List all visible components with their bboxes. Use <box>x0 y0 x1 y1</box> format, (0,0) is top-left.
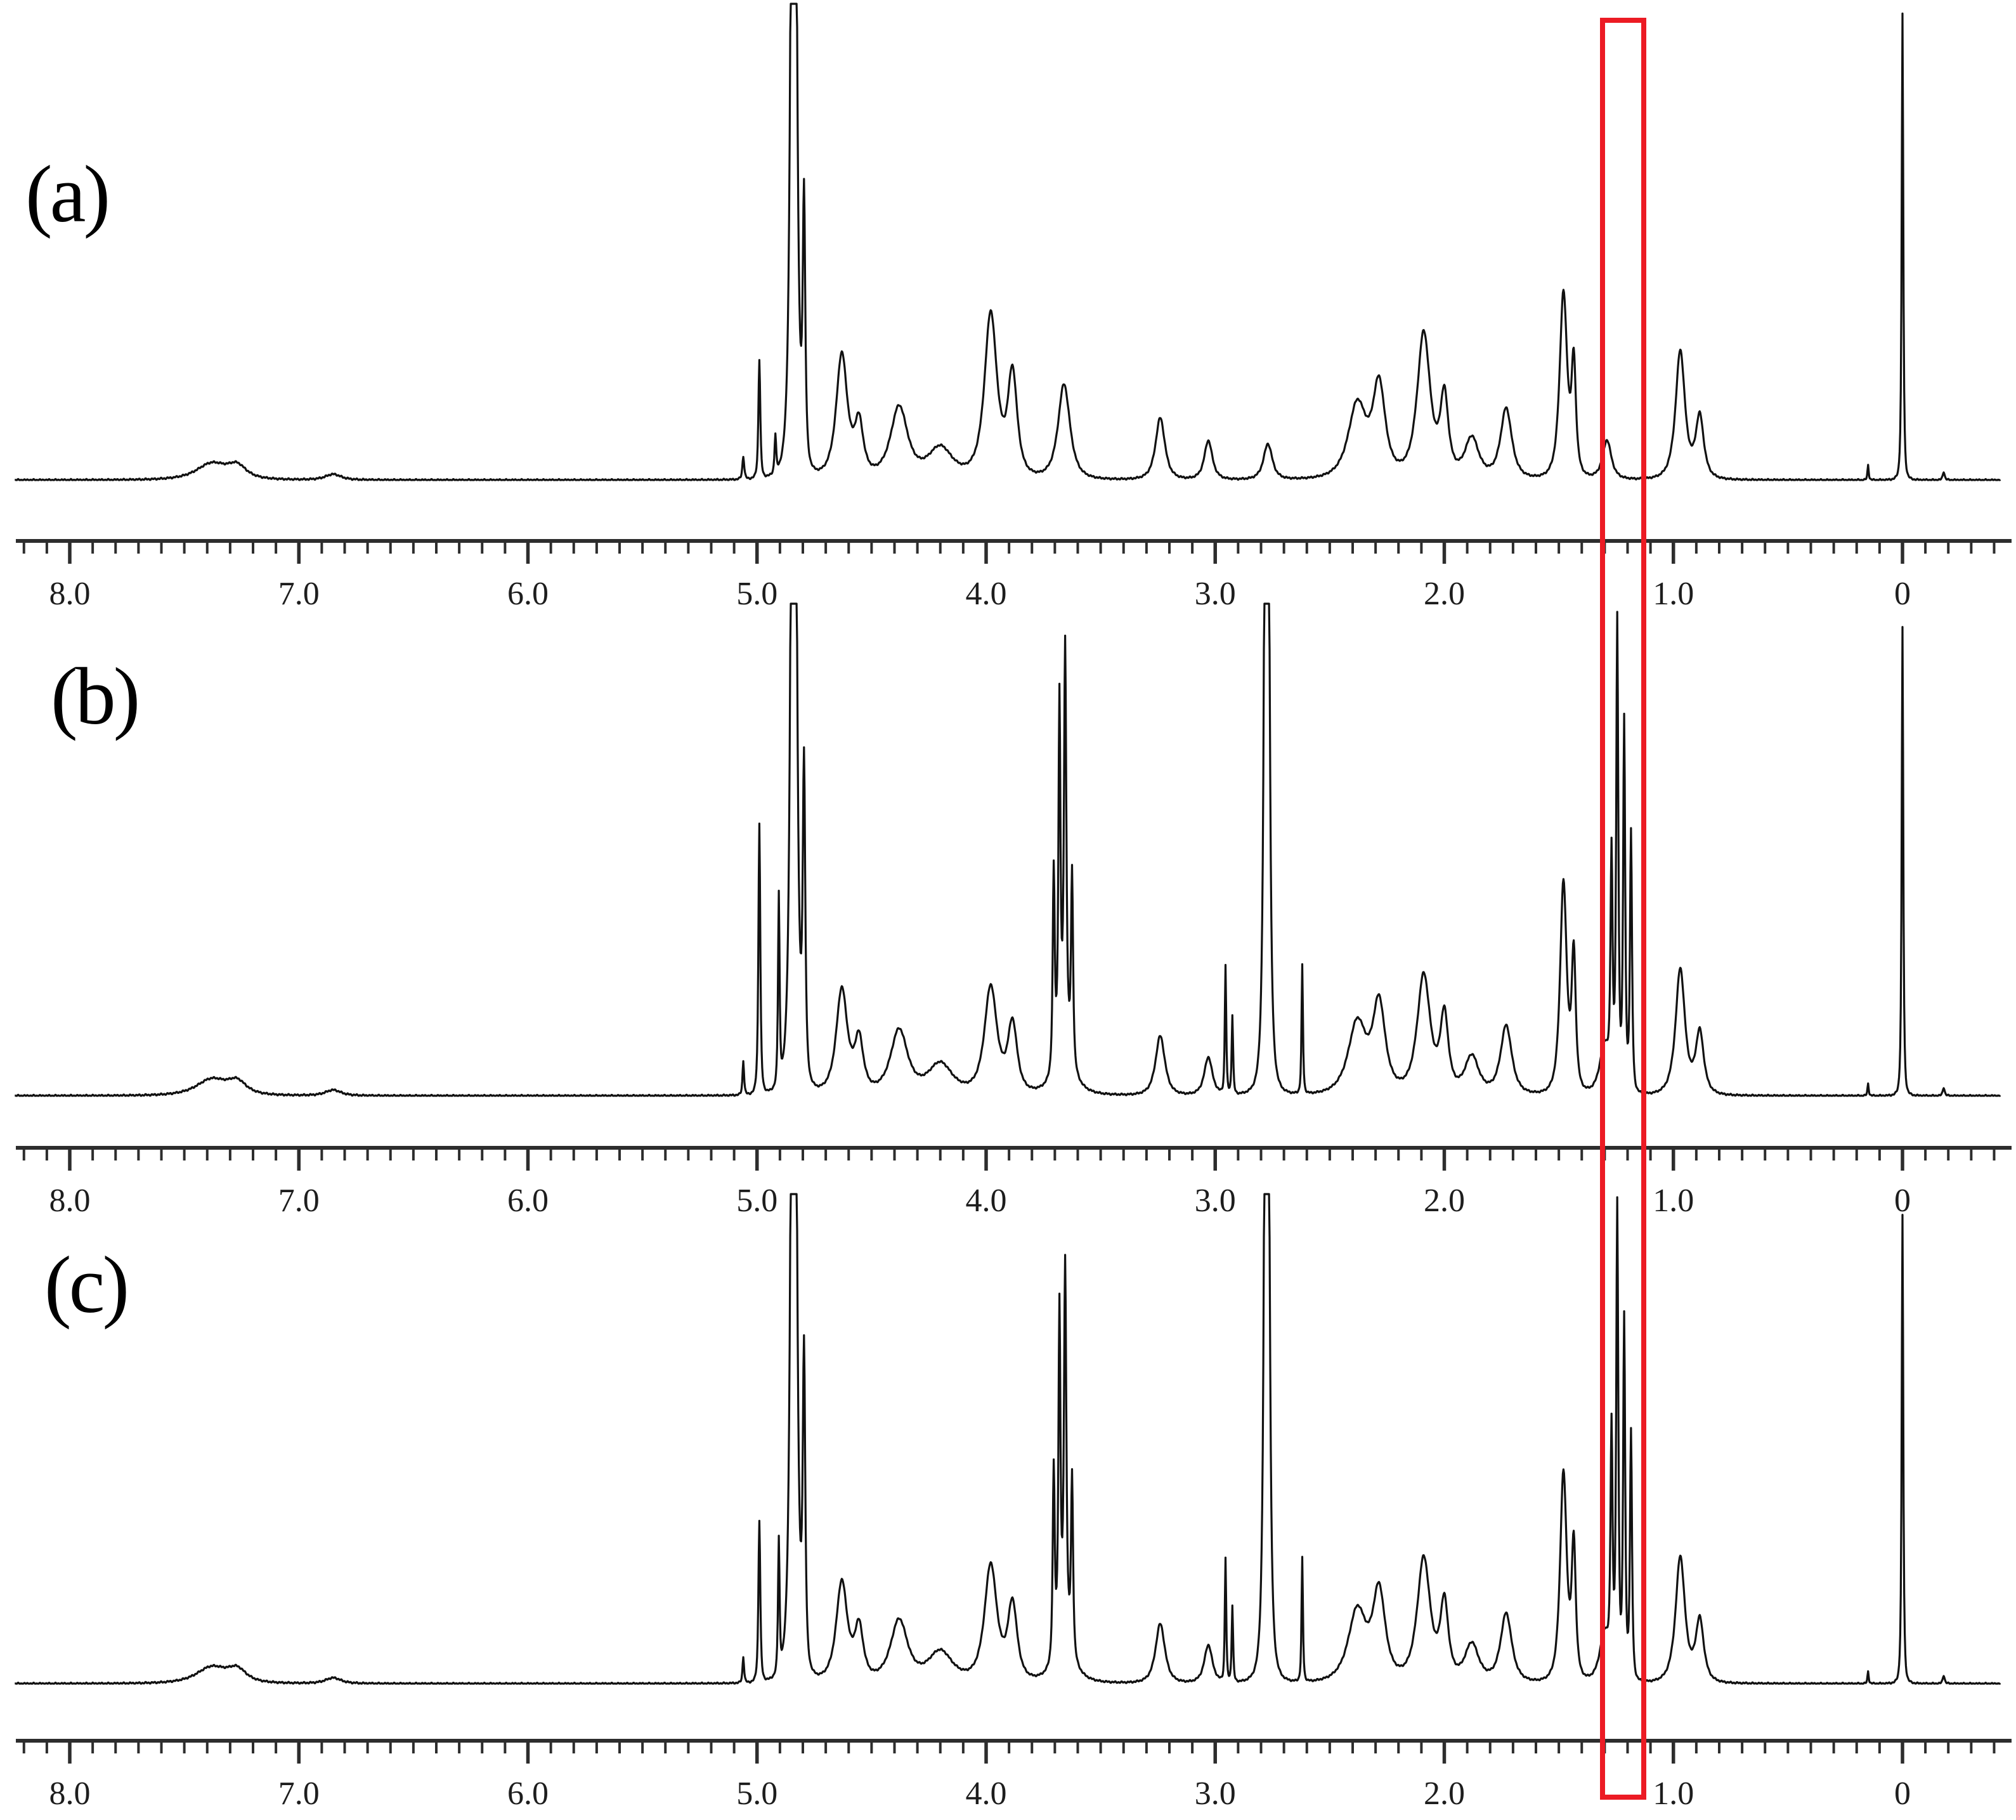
tick-label-b-4.0: 4.0 <box>966 1183 1007 1219</box>
highlight-box <box>1599 18 1646 1800</box>
x-axis-a: 8.0 7.0 6.0 5.0 4.0 3.0 2.0 1.0 0 <box>16 539 2012 612</box>
tick-label-c-7.0: 7.0 <box>278 1776 320 1812</box>
tick-label-c-4.0: 4.0 <box>966 1776 1007 1812</box>
spectrum-panel-c: 8.0 7.0 6.0 5.0 4.0 3.0 2.0 1.0 0 <box>14 1193 2012 1812</box>
tick-label-b-7.0: 7.0 <box>278 1183 320 1219</box>
tick-label-c-6.0: 6.0 <box>507 1776 549 1812</box>
tick-label-a-7.0: 7.0 <box>278 576 320 612</box>
panel-label-b: (b) <box>51 651 140 741</box>
tick-label-a-6.0: 6.0 <box>507 576 549 612</box>
spectrum-panel-a: 8.0 7.0 6.0 5.0 4.0 3.0 2.0 1.0 0 <box>14 3 2012 612</box>
tick-label-a-3.0: 3.0 <box>1195 576 1236 612</box>
tick-label-b-1.0: 1.0 <box>1653 1183 1694 1219</box>
spectrum-panel-b: 8.0 7.0 6.0 5.0 4.0 3.0 2.0 1.0 0 <box>14 602 2012 1219</box>
tick-label-a-5.0: 5.0 <box>736 576 777 612</box>
panel-label-c: (c) <box>44 1240 129 1330</box>
tick-label-b-0: 0 <box>1894 1183 1911 1219</box>
tick-label-a-8.0: 8.0 <box>49 576 91 612</box>
tick-label-b-2.0: 2.0 <box>1424 1183 1465 1219</box>
nmr-trace-a <box>14 3 2001 481</box>
tick-label-c-0: 0 <box>1894 1776 1911 1812</box>
tick-label-b-6.0: 6.0 <box>507 1183 549 1219</box>
tick-label-a-2.0: 2.0 <box>1424 576 1465 612</box>
panel-label-a: (a) <box>25 149 110 239</box>
nmr-trace-c <box>14 1193 2001 1685</box>
tick-label-c-3.0: 3.0 <box>1195 1776 1236 1812</box>
tick-label-c-1.0: 1.0 <box>1653 1776 1694 1812</box>
nmr-trace-b <box>14 602 2001 1097</box>
tick-label-c-2.0: 2.0 <box>1424 1776 1465 1812</box>
tick-label-b-8.0: 8.0 <box>49 1183 91 1219</box>
tick-label-b-5.0: 5.0 <box>736 1183 777 1219</box>
tick-label-c-5.0: 5.0 <box>736 1776 777 1812</box>
tick-label-a-0: 0 <box>1894 576 1911 612</box>
x-axis-c: 8.0 7.0 6.0 5.0 4.0 3.0 2.0 1.0 0 <box>16 1739 2012 1812</box>
tick-label-b-3.0: 3.0 <box>1195 1183 1236 1219</box>
tick-label-a-1.0: 1.0 <box>1653 576 1694 612</box>
x-axis-b: 8.0 7.0 6.0 5.0 4.0 3.0 2.0 1.0 0 <box>16 1146 2012 1219</box>
tick-label-c-8.0: 8.0 <box>49 1776 91 1812</box>
tick-label-a-4.0: 4.0 <box>966 576 1007 612</box>
